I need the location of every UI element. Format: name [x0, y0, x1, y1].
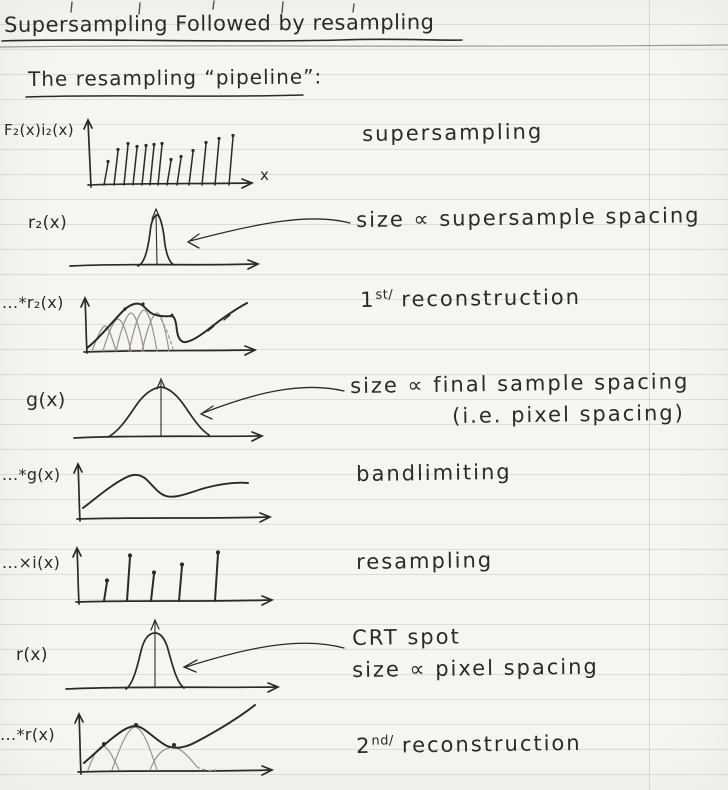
- y-axis-arrowhead: [73, 462, 83, 474]
- tick-marks: [207, 314, 231, 332]
- connector-arrowhead: [182, 659, 198, 673]
- impulse-arrowhead: [150, 618, 160, 631]
- x-axis: [87, 182, 251, 186]
- row-label-resampled-signal: ...×i(x): [2, 553, 61, 572]
- page-top-crop-marks: [70, 0, 355, 15]
- y-axis-arrowhead: [74, 712, 84, 724]
- y-axis: [78, 714, 82, 775]
- connector-arrowhead: [186, 233, 200, 249]
- connector-arrow: [185, 642, 345, 668]
- caption-supersampling: supersampling: [362, 119, 544, 146]
- section-heading: The resampling “pipeline”:: [27, 64, 323, 91]
- supersample-kernel-plot: [69, 207, 261, 270]
- signal-envelope: [83, 704, 256, 764]
- ordinal-suffix: st/: [375, 287, 394, 303]
- row-label-supersampled-signal: F₂(x)i₂(x): [4, 121, 74, 139]
- caption-word: reconstruction: [401, 730, 582, 758]
- x-axis: [69, 263, 257, 267]
- y-axis-arrowhead: [83, 118, 93, 130]
- supersampling-plot: [83, 118, 255, 189]
- x-axis-arrowhead: [261, 595, 275, 606]
- signal-curve: [82, 473, 249, 509]
- x-axis: [77, 769, 271, 773]
- page-title: Supersampling Followed by resampling: [4, 9, 435, 37]
- kernel-curve: [137, 214, 175, 267]
- row-label-bandlimited-signal: ...*g(x): [2, 465, 61, 484]
- x-axis: [65, 686, 277, 690]
- impulse-arrowhead: [156, 377, 166, 390]
- y-axis: [84, 298, 88, 354]
- x-axis-arrowhead: [241, 178, 255, 189]
- caption-crt-spot-line2: size ∝ pixel spacing: [352, 654, 599, 682]
- x-axis-arrowhead: [251, 431, 265, 442]
- ordinal-number: 1: [360, 287, 376, 312]
- resampling-plot: [72, 546, 275, 606]
- title-underline-2: [0, 44, 728, 48]
- caption-supersample-spacing: size ∝ supersample spacing: [356, 203, 701, 232]
- caption-bandlimiting: bandlimiting: [356, 459, 512, 486]
- crt-spot-kernel-plot: [65, 618, 281, 693]
- caption-first-reconstruction: 1st/reconstruction: [360, 285, 581, 312]
- row-label-first-reconstruction: ...*r₂(x): [2, 293, 64, 312]
- y-axis: [76, 548, 80, 605]
- connector-arrow: [202, 386, 345, 414]
- bandlimit-kernel-plot: [73, 377, 265, 442]
- kernel-lobes: [91, 309, 174, 352]
- connector-arrowhead: [199, 405, 214, 420]
- x-axis-arrowhead: [244, 345, 258, 356]
- x-axis-arrowhead: [247, 259, 261, 270]
- y-axis-arrowhead: [72, 546, 82, 558]
- y-axis-arrowhead: [80, 296, 90, 308]
- kernel-lobes: [87, 726, 217, 771]
- impulse-train: [103, 133, 235, 186]
- row-label-crt-spot-kernel: r(x): [16, 645, 48, 665]
- caption-resampling: resampling: [356, 548, 494, 574]
- x-axis-arrowhead: [259, 512, 273, 523]
- title-underline: [1, 38, 463, 42]
- final-sample-spacing-connector: [199, 386, 345, 420]
- bandlimiting-plot: [73, 462, 273, 523]
- x-axis-label: x: [260, 166, 269, 184]
- x-axis-arrowhead: [267, 682, 281, 693]
- sample-dots: [123, 302, 174, 317]
- row-label-second-reconstruction: ...*r(x): [0, 725, 55, 744]
- x-axis: [73, 435, 261, 439]
- first-reconstruction-plot: [80, 296, 258, 356]
- row-label-bandlimit-kernel: g(x): [26, 389, 66, 411]
- subtitle-underline: [25, 94, 304, 98]
- caption-second-reconstruction: 2nd/reconstruction: [356, 731, 582, 758]
- ordinal-suffix: nd/: [371, 733, 394, 749]
- caption-final-sample-spacing-line1: size ∝ final sample spacing: [350, 369, 690, 398]
- impulse-train: [103, 550, 221, 602]
- ordinal-number: 2: [356, 733, 372, 758]
- crt-spot-connector: [182, 642, 345, 673]
- supersample-spacing-connector: [186, 218, 351, 249]
- kernel-curve: [107, 386, 210, 438]
- x-axis: [83, 349, 254, 353]
- impulse-arrowhead: [151, 207, 161, 220]
- x-axis: [76, 516, 269, 520]
- x-axis: [75, 599, 271, 603]
- margin-line: [649, 0, 650, 790]
- caption-word: reconstruction: [401, 284, 582, 312]
- row-label-supersample-kernel: r₂(x): [28, 213, 68, 233]
- x-axis-arrowhead: [261, 765, 275, 776]
- y-axis: [77, 464, 81, 522]
- connector-arrow: [189, 218, 351, 242]
- second-reconstruction-plot: [74, 704, 275, 776]
- y-axis: [87, 120, 92, 188]
- caption-crt-spot-line1: CRT spot: [352, 624, 461, 650]
- impulse-arrow: [155, 213, 158, 265]
- caption-final-sample-spacing-line2: (i.e. pixel spacing): [452, 400, 686, 428]
